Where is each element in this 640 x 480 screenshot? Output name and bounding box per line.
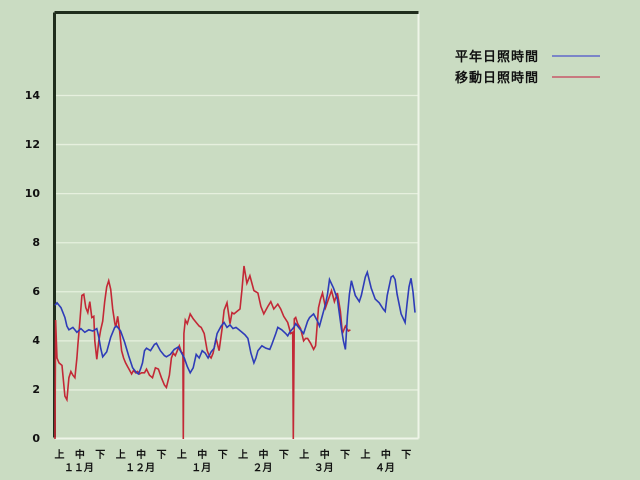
y-axis-tick-label: 2 [32, 382, 40, 396]
x-axis-month-label: １２月 [125, 463, 156, 474]
x-axis-period-label: 上 [238, 450, 249, 461]
y-axis-tick-label: 10 [24, 186, 40, 200]
x-axis-period-label: 中 [197, 450, 208, 461]
x-axis-month-label: ２月 [252, 463, 273, 474]
x-axis-month-label: ３月 [313, 463, 334, 474]
x-axis-period-label: 上 [115, 450, 126, 461]
x-axis-period-label: 上 [299, 450, 310, 461]
x-axis-period-label: 中 [258, 450, 269, 461]
y-axis-tick-label: 14 [24, 88, 40, 102]
x-axis-period-label: 下 [156, 450, 167, 461]
series-line-moving-sunshine [54, 265, 351, 440]
y-axis-tick-label: 8 [32, 235, 40, 249]
x-axis-period-label: 中 [380, 450, 391, 461]
y-axis-tick-label: 6 [32, 284, 40, 298]
y-axis-tick-label: 0 [32, 432, 40, 445]
x-axis-period-label: 下 [401, 450, 412, 461]
x-axis-period-label: 中 [319, 450, 330, 461]
legend-label-normal-sunshine: 平年日照時間 [455, 50, 540, 65]
y-axis-tick-label: 12 [24, 137, 40, 151]
legend-label-moving-sunshine: 移動日照時間 [455, 71, 540, 86]
x-axis-period-label: 上 [176, 450, 187, 461]
legend-line-blue-icon [552, 55, 600, 57]
x-axis-period-label: 下 [278, 450, 289, 461]
legend: 平年日照時間 移動日照時間 [455, 46, 625, 88]
legend-item-moving-sunshine: 移動日照時間 [455, 67, 625, 88]
x-axis-period-label: 下 [95, 450, 106, 461]
legend-line-red-icon [552, 76, 600, 78]
legend-item-normal-sunshine: 平年日照時間 [455, 46, 625, 67]
x-axis-period-label: 下 [217, 450, 228, 461]
x-axis-period-label: 下 [340, 450, 351, 461]
x-axis-period-label: 中 [74, 450, 85, 461]
x-axis-period-label: 中 [136, 450, 147, 461]
series-line-normal-sunshine [54, 269, 416, 376]
x-axis-month-label: ４月 [374, 463, 395, 474]
y-axis-tick-label: 4 [32, 333, 40, 347]
x-axis-period-label: 上 [54, 450, 65, 461]
x-axis-month-label: １月 [191, 463, 212, 474]
x-axis-month-label: １１月 [63, 463, 94, 474]
x-axis-period-label: 上 [360, 450, 371, 461]
